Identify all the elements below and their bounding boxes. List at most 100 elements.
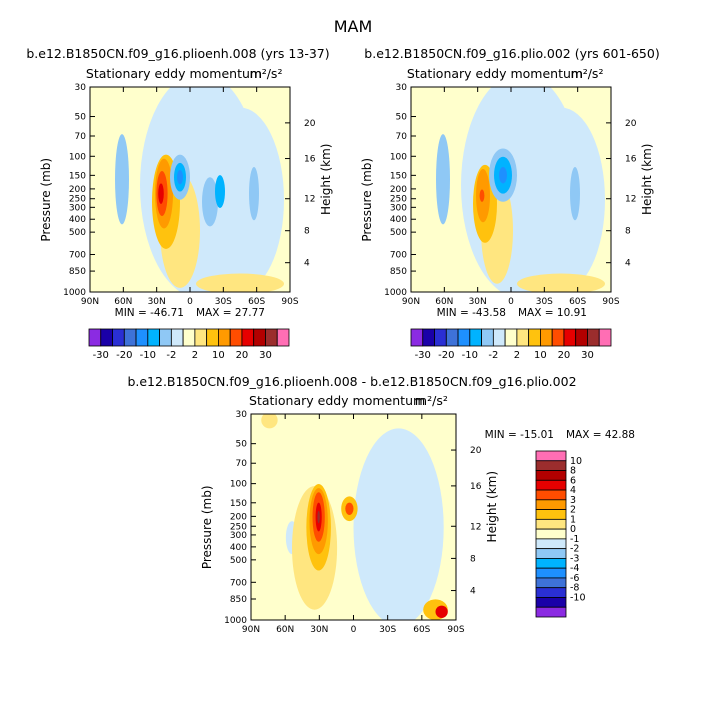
y-tick-label: 850: [390, 267, 407, 277]
colorbar-label: 6: [570, 475, 576, 486]
x-tick-label: 60N: [114, 297, 132, 307]
y-tick-label: 150: [69, 171, 86, 181]
colorbar-label: 2: [514, 350, 520, 361]
colorbar-swatch: [170, 328, 184, 347]
colorbar-label: -10: [462, 350, 478, 361]
colorbar-label: 1: [570, 514, 576, 525]
colorbar-label: 10: [570, 456, 582, 467]
x-tick-label: 30N: [310, 625, 328, 635]
colorbar-swatch: [535, 567, 567, 579]
colorbar-label: -2: [488, 350, 498, 361]
colorbar-swatch: [112, 328, 125, 347]
height-tick-label: 16: [304, 155, 316, 165]
y-tick-label: 100: [390, 152, 407, 162]
colorbar-swatch: [535, 548, 567, 559]
y-tick-label: 70: [75, 132, 87, 142]
contour-region: [249, 166, 259, 221]
colorbar-swatch: [535, 538, 567, 550]
contour-region: [353, 428, 444, 620]
y-tick-label: 500: [230, 556, 247, 566]
x-tick-label: 30N: [148, 297, 166, 307]
x-tick-label: 30S: [536, 297, 553, 307]
y-tick-label: 700: [390, 250, 407, 260]
colorbar-swatch: [504, 328, 518, 347]
height-tick-label: 12: [625, 195, 636, 205]
colorbar-label: 4: [570, 485, 576, 496]
units-label: m²/s²: [415, 393, 448, 408]
colorbar-swatch: [159, 328, 172, 347]
colorbar-label: 2: [192, 350, 198, 361]
y-tick-label: 500: [390, 228, 407, 238]
contour-field: [90, 87, 290, 292]
y-tick-label: 100: [230, 480, 247, 490]
colorbar: -30 -20 -10 -2 2 10 20 30: [88, 328, 290, 361]
colorbar-swatch: [535, 577, 567, 589]
colorbar-label: -2: [166, 350, 176, 361]
x-tick-label: 30S: [379, 625, 396, 635]
x-tick-label: 90S: [602, 297, 619, 307]
x-tick-label: 0: [508, 297, 514, 307]
min-value-label: MIN = -15.01: [485, 429, 554, 441]
y-tick-label: 50: [396, 113, 408, 123]
y-tick-label: 30: [396, 83, 408, 93]
max-value-label: MAX = 42.88: [566, 429, 635, 441]
colorbar-swatch: [147, 328, 160, 347]
colorbar-swatch: [575, 328, 588, 347]
contour-region: [570, 166, 580, 221]
panel-label: b.e12.B1850CN.f09_g16.plioenh.008 - b.e1…: [127, 374, 576, 389]
colorbar-label: -20: [438, 350, 454, 361]
colorbar-label: 8: [570, 466, 576, 477]
colorbar-swatch: [253, 328, 266, 347]
colorbar-label: -6: [570, 573, 579, 584]
colorbar-label: -10: [140, 350, 156, 361]
chart-panel-1: b.e12.B1850CN.f09_g16.plioenh.008 (yrs 1…: [26, 46, 333, 361]
colorbar-swatch: [540, 328, 553, 347]
y-tick-label: 300: [390, 203, 407, 213]
units-label: m²/s²: [571, 66, 604, 81]
x-tick-label: 60S: [248, 297, 265, 307]
y-tick-label: 200: [390, 185, 407, 195]
chart-title: Stationary eddy momentum: [407, 66, 583, 81]
height-axis-label: Height (km): [640, 144, 654, 215]
contour-region: [517, 107, 605, 292]
height-tick-label: 20: [304, 119, 316, 129]
colorbar-label: 3: [570, 495, 576, 506]
colorbar-label: -4: [570, 563, 579, 574]
contour-field: [251, 414, 456, 620]
contour-region: [345, 502, 354, 515]
colorbar-swatch: [516, 328, 530, 347]
colorbar-label: 10: [212, 350, 225, 361]
x-tick-label: 30S: [215, 297, 232, 307]
colorbar-label: -30: [415, 350, 431, 361]
chart-title: Stationary eddy momentum: [249, 393, 425, 408]
colorbar-swatch: [535, 606, 567, 618]
contour-region: [317, 510, 320, 524]
contour-region: [202, 177, 218, 227]
colorbar-swatch: [481, 328, 494, 347]
contour-region: [261, 414, 278, 429]
y-tick-label: 250: [230, 522, 247, 532]
colorbar-swatch: [535, 460, 567, 471]
x-tick-label: 90N: [81, 297, 99, 307]
height-tick-label: 16: [625, 155, 637, 165]
y-tick-label: 700: [69, 250, 86, 260]
colorbar-swatch: [598, 328, 612, 347]
units-label: m²/s²: [250, 66, 283, 81]
colorbar-swatch: [535, 499, 567, 510]
x-tick-label: 60N: [435, 297, 453, 307]
colorbar-swatch: [410, 328, 424, 347]
contour-region: [436, 134, 450, 225]
colorbar-label: -8: [570, 583, 579, 594]
colorbar-swatch: [563, 328, 577, 347]
y-tick-label: 700: [230, 578, 247, 588]
min-value-label: MIN = -43.58: [437, 307, 506, 319]
colorbar-swatch: [535, 528, 567, 540]
y-tick-label: 1000: [224, 616, 247, 626]
contour-region: [177, 170, 183, 185]
min-value-label: MIN = -46.71: [115, 307, 184, 319]
height-tick-label: 8: [470, 554, 476, 564]
y-tick-label: 100: [69, 152, 86, 162]
colorbar-swatch: [123, 328, 137, 347]
colorbar-swatch: [492, 328, 506, 347]
